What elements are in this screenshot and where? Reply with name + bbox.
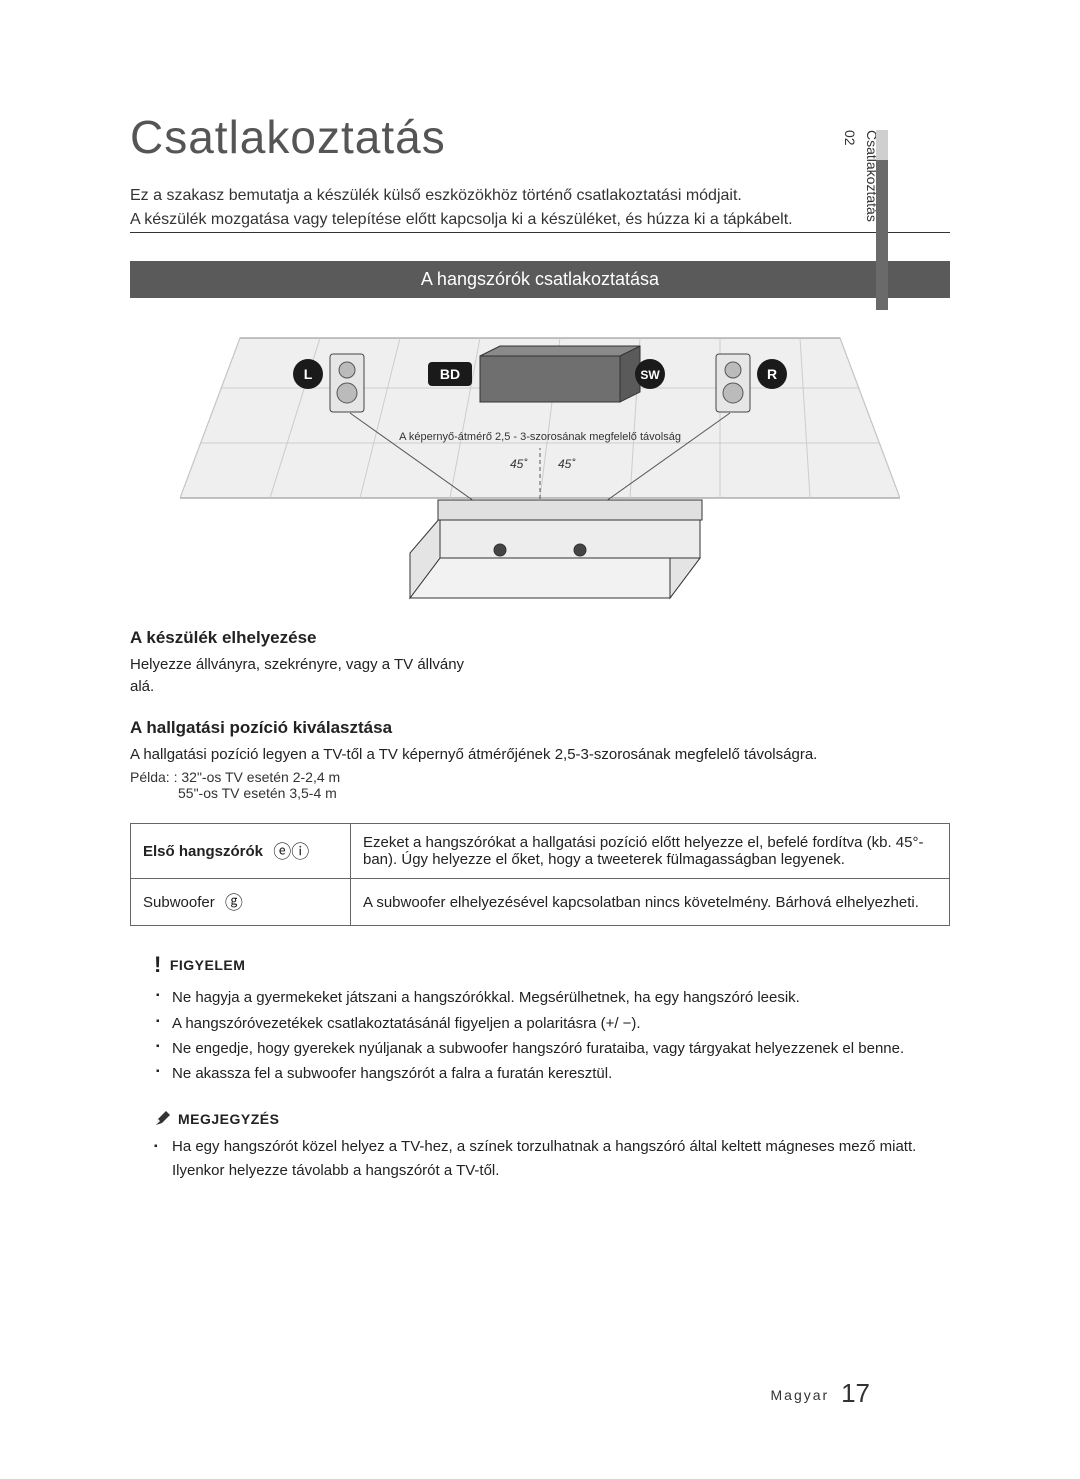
example-block: Példa: : 32"-os TV esetén 2-2,4 m 55"-os… [130, 769, 950, 801]
caution-item: Ne engedje, hogy gyerekek nyúljanak a su… [172, 1037, 950, 1060]
intro-block: Ez a szakasz bemutatja a készülék külső … [130, 184, 950, 232]
caution-item: Ne hagyja a gyermekeket játszani a hangs… [172, 986, 950, 1009]
note-icon [154, 1111, 170, 1127]
table-row: Subwoofer ⓖ A subwoofer elhelyezésével k… [131, 879, 950, 926]
placement-body: Helyezze állványra, szekrényre, vagy a T… [130, 654, 490, 698]
sofa [410, 500, 702, 598]
example-label: Példa: : [130, 769, 177, 785]
row-desc: A subwoofer elhelyezésével kapcsolatban … [351, 879, 950, 926]
row-symbol: ⓔⓘ [273, 842, 309, 862]
angle-left: 45˚ [510, 457, 528, 471]
svg-text:SW: SW [640, 368, 660, 382]
row-symbol: ⓖ [225, 893, 243, 913]
section-tab: 02 Csatlakoztatás [842, 130, 880, 222]
section-number: 02 [842, 130, 858, 146]
footer-page: 17 [841, 1378, 870, 1408]
footer-lang: Magyar [771, 1387, 830, 1403]
section-heading: A hangszórók csatlakoztatása [130, 261, 950, 298]
caution-heading: FIGYELEM [170, 957, 246, 973]
row-desc: Ezeket a hangszórókat a hallgatási pozíc… [351, 824, 950, 879]
note-block: MEGJEGYZÉS Ha egy hangszórót közel helye… [130, 1111, 950, 1182]
warning-icon: ! [154, 952, 162, 978]
row-name: Subwoofer [143, 894, 215, 911]
row-name: Első hangszórók [143, 843, 263, 860]
listening-body: A hallgatási pozíció legyen a TV-től a T… [130, 744, 950, 766]
angle-right: 45˚ [558, 457, 576, 471]
svg-text:R: R [767, 366, 777, 382]
note-text: Ha egy hangszórót közel helyez a TV-hez,… [154, 1135, 950, 1182]
caution-item: Ne akassza fel a subwoofer hangszórót a … [172, 1062, 950, 1085]
bd-label: BD [440, 366, 460, 382]
svg-text:L: L [304, 366, 313, 382]
caution-item: A hangszóróvezetékek csatlakoztatásánál … [172, 1012, 950, 1035]
intro-line-2: A készülék mozgatása vagy telepítése elő… [130, 208, 950, 232]
note-heading: MEGJEGYZÉS [178, 1111, 279, 1127]
speaker-layout-diagram: BD SW L [180, 298, 900, 608]
page-title: Csatlakoztatás [130, 110, 950, 164]
placement-heading: A készülék elhelyezése [130, 628, 950, 648]
section-tab-bar [876, 130, 888, 310]
speaker-table: Első hangszórók ⓔⓘ Ezeket a hangszórókat… [130, 823, 950, 926]
sw-badge: SW [635, 359, 665, 389]
page-footer: Magyar 17 [771, 1378, 871, 1409]
distance-label: A képernyő-átmérő 2,5 - 3-szorosának meg… [399, 431, 681, 443]
caution-block: ! FIGYELEM Ne hagyja a gyermekeket játsz… [130, 952, 950, 1085]
example-1: 32"-os TV esetén 2-2,4 m [181, 769, 340, 785]
listening-heading: A hallgatási pozíció kiválasztása [130, 718, 950, 738]
intro-line-1: Ez a szakasz bemutatja a készülék külső … [130, 184, 950, 208]
table-row: Első hangszórók ⓔⓘ Ezeket a hangszórókat… [131, 824, 950, 879]
example-2: 55"-os TV esetén 3,5-4 m [130, 785, 337, 801]
